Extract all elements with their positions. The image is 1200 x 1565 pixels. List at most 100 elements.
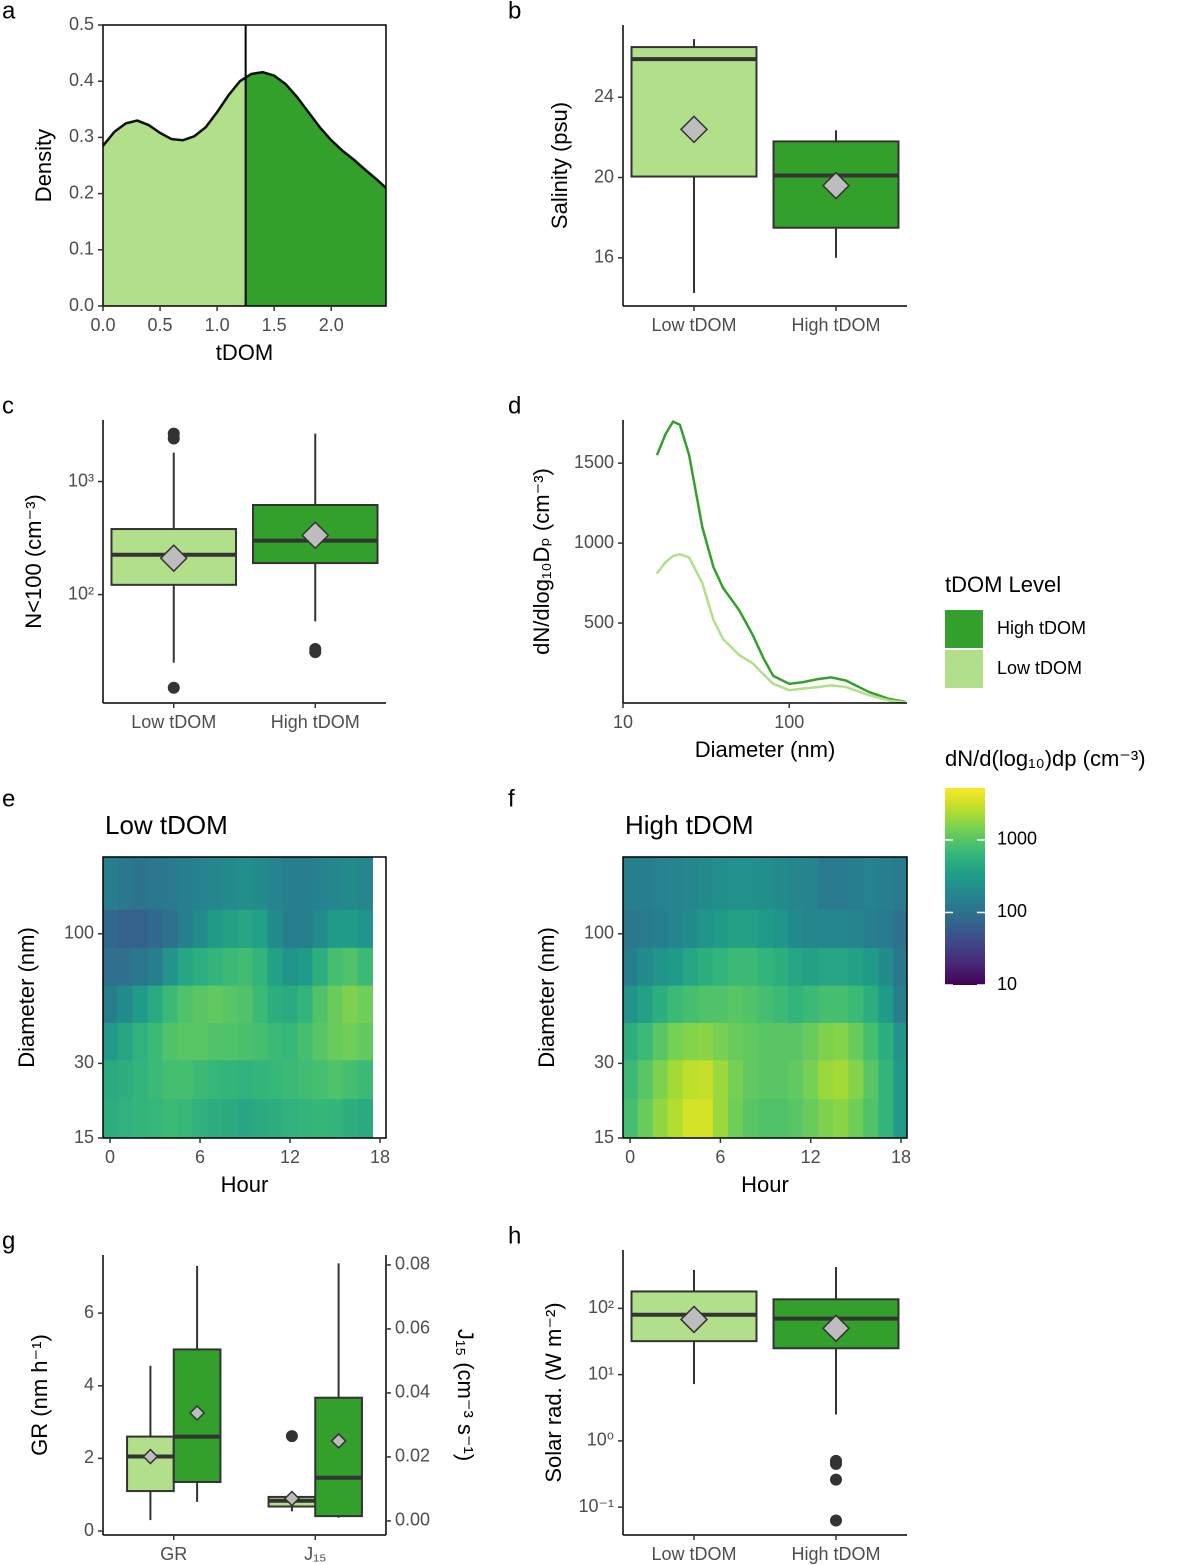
heatmap-cell — [297, 1098, 314, 1139]
heatmap-cell — [712, 1098, 729, 1139]
heatmap-cell — [803, 1098, 819, 1139]
x-tick-label: 100 — [774, 712, 804, 732]
panel-title: High tDOM — [625, 810, 754, 840]
legend-swatch — [945, 650, 983, 688]
heatmap-cell — [742, 1059, 759, 1100]
heatmap-cell — [758, 947, 774, 986]
heatmap-cell — [327, 857, 344, 910]
mean-marker — [821, 171, 851, 200]
heatmap-cell — [342, 857, 359, 910]
y-axis-label: GR (nm h⁻¹) — [27, 1334, 52, 1456]
heatmap-cell — [192, 909, 209, 948]
heatmap-cell — [147, 1098, 164, 1139]
heatmap-cell — [147, 985, 164, 1023]
y-axis-label: dN/dlog₁₀Dₚ (cm⁻³) — [529, 468, 554, 655]
heatmap-cell — [132, 985, 149, 1023]
heatmap-cell — [623, 1098, 639, 1139]
heatmap-cell — [697, 857, 714, 910]
heatmap-cell — [357, 947, 374, 986]
heatmap-cell — [893, 909, 908, 948]
heatmap-cell — [682, 947, 699, 986]
y-tick-label: 0.4 — [69, 70, 94, 90]
colorbar-title: dN/d(log₁₀)dp (cm⁻³) — [945, 746, 1146, 771]
heatmap-cell — [833, 1059, 849, 1100]
heatmap-cell — [773, 909, 789, 948]
heatmap-cell — [623, 1059, 639, 1100]
heatmap-cell — [818, 909, 834, 948]
heatmap-cell — [833, 857, 849, 910]
box — [314, 1396, 363, 1518]
heatmap-cell — [192, 947, 209, 986]
y-tick-label: 10² — [588, 1297, 614, 1317]
y-tick-label: 6 — [84, 1302, 94, 1322]
heatmap-cell — [893, 1059, 908, 1100]
x-axis-label: Diameter (nm) — [695, 737, 836, 762]
heatmap-cell — [162, 1098, 179, 1139]
heatmap-cell — [893, 947, 908, 986]
x-tick-label: GR — [160, 1544, 187, 1564]
y-tick-label: 15 — [74, 1127, 94, 1147]
x-tick-label: 1.5 — [262, 315, 287, 335]
x-tick-label: 6 — [195, 1147, 205, 1167]
legend-title: tDOM Level — [945, 572, 1061, 597]
heatmap-cell — [667, 857, 684, 910]
x-axis-label: tDOM — [216, 340, 273, 365]
colorbar — [945, 788, 985, 985]
heatmap-cell — [818, 1098, 834, 1139]
y-tick-label: 100 — [584, 923, 614, 943]
heatmap-cell — [712, 857, 729, 910]
heatmap-cell — [117, 1098, 134, 1139]
heatmap-cell — [267, 909, 284, 948]
heatmap-cell — [893, 857, 908, 910]
heatmap-cell — [132, 909, 149, 948]
heatmap-cell — [788, 1022, 804, 1061]
heatmap-cell — [667, 1022, 684, 1061]
heatmap-cell — [697, 985, 714, 1023]
heatmap-cell — [623, 1022, 639, 1061]
heatmap-cell — [222, 857, 239, 910]
heatmap-cell — [117, 1022, 134, 1061]
heatmap-cell — [297, 1022, 314, 1061]
y-tick-label: 4 — [84, 1374, 94, 1394]
heatmap-cell — [103, 857, 119, 910]
heatmap-cell — [697, 1022, 714, 1061]
heatmap-cell — [742, 985, 759, 1023]
heatmap-cell — [667, 985, 684, 1023]
y-tick-label: 30 — [594, 1052, 614, 1072]
y-tick-label: 0 — [84, 1520, 94, 1540]
heatmap-cell — [342, 909, 359, 948]
heatmap-cell — [267, 1022, 284, 1061]
heatmap-cell — [162, 909, 179, 948]
heatmap-cell — [788, 909, 804, 948]
heatmap-cell — [758, 909, 774, 948]
heatmap-cell — [297, 909, 314, 948]
heatmap-cell — [637, 1022, 654, 1061]
heatmap-cell — [177, 857, 194, 910]
heatmap-cell — [327, 1059, 344, 1100]
heatmap-cell — [207, 1098, 224, 1139]
heatmap-cell — [667, 947, 684, 986]
heatmap-cell — [282, 985, 299, 1023]
heatmap-cell — [727, 857, 744, 910]
heatmap-cell — [162, 1022, 179, 1061]
x-tick-label: 6 — [715, 1147, 725, 1167]
heatmap-cell — [237, 909, 254, 948]
heatmap-cell — [637, 1059, 654, 1100]
heatmap-cell — [878, 1098, 894, 1139]
y-axis-label: Salinity (psu) — [547, 102, 572, 229]
heatmap-cell — [697, 947, 714, 986]
colorbar-label: 10 — [997, 974, 1017, 994]
mean-marker — [142, 1448, 159, 1465]
heatmap-cell — [357, 985, 374, 1023]
heatmap-cell — [803, 857, 819, 910]
box — [630, 46, 758, 178]
heatmap-cell — [162, 857, 179, 910]
heatmap-cell — [132, 1022, 149, 1061]
heatmap-cell — [237, 1059, 254, 1100]
y-tick-label: 0.08 — [395, 1254, 430, 1274]
mean-marker — [330, 1432, 347, 1449]
heatmap-cell — [863, 857, 879, 910]
heatmap-cell — [117, 1059, 134, 1100]
heatmap-cell — [863, 1022, 879, 1061]
mean-marker — [821, 1314, 851, 1343]
